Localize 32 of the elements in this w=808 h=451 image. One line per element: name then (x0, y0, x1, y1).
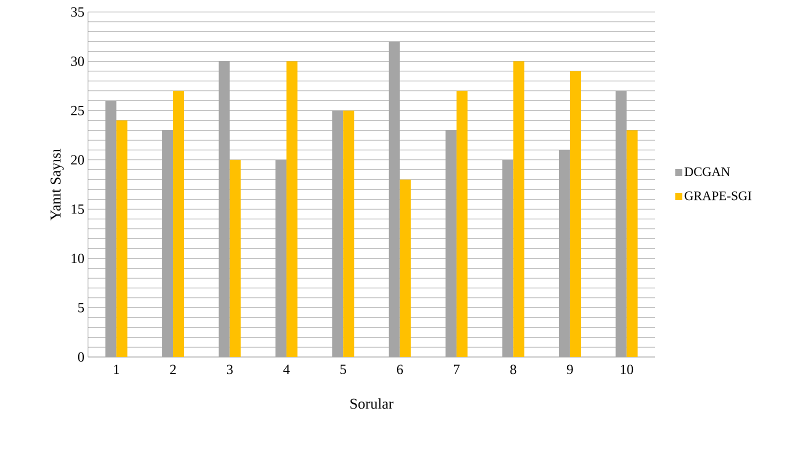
bar (570, 71, 581, 357)
x-tick-label: 1 (114, 364, 120, 374)
x-tick-label: 6 (396, 364, 403, 374)
bar (456, 90, 468, 357)
y-tick-label: 0 (78, 352, 84, 362)
y-tick-label: 20 (71, 155, 84, 165)
x-tick-label: 9 (566, 364, 573, 374)
bar (230, 160, 241, 357)
legend-label: DCGAN (684, 167, 730, 176)
y-tick-label: 10 (72, 254, 84, 264)
y-tick-label: 25 (71, 106, 84, 116)
bar (286, 61, 298, 357)
legend-label: GRAPE-SGI (684, 191, 752, 200)
x-tick-label: 2 (170, 364, 176, 374)
bar (343, 110, 354, 357)
bar (626, 130, 638, 357)
y-axis-title: Yanıt Sayısı (50, 148, 64, 220)
bar (173, 90, 184, 357)
x-tick-label: 7 (454, 364, 460, 374)
bar (400, 180, 411, 357)
bar (513, 61, 524, 357)
y-tick-label: 30 (71, 56, 84, 66)
x-tick-label: 8 (510, 364, 516, 374)
y-tick-label: 15 (72, 204, 84, 214)
bar (116, 120, 128, 357)
y-tick-label: 5 (78, 303, 84, 312)
x-tick-label: 5 (340, 364, 346, 374)
x-tick-label: 10 (620, 364, 634, 374)
x-tick-label: 3 (226, 364, 233, 374)
x-tick-label: 4 (283, 364, 290, 374)
x-axis-title: Sorular (350, 398, 394, 409)
y-tick-label: 35 (71, 7, 84, 17)
